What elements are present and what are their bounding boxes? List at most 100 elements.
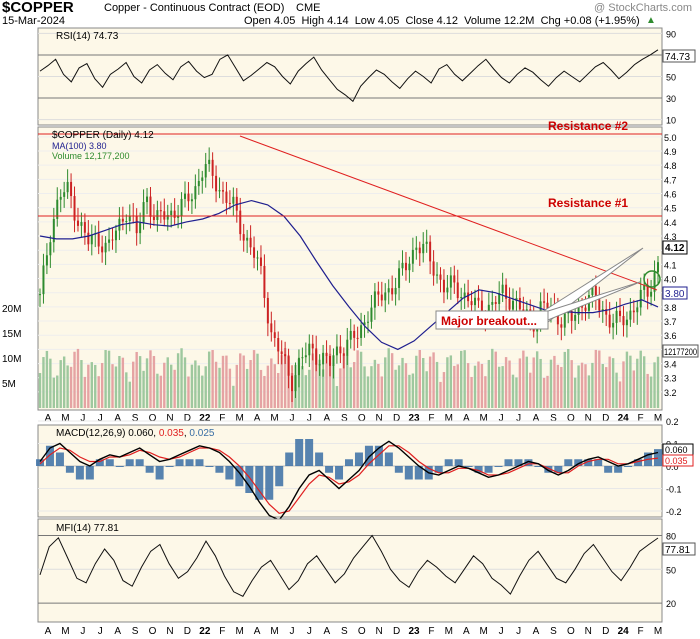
candle-body [643, 284, 646, 290]
resistance-2-label: Resistance #2 [548, 119, 628, 133]
macd-hist-bar [404, 466, 413, 480]
candle-body [615, 310, 618, 323]
volume-bar [432, 352, 435, 408]
macd-hist-bar [384, 452, 393, 466]
volume-bar [218, 367, 221, 408]
macd-legend-sep: , [184, 428, 190, 439]
candle-body [197, 180, 200, 187]
macd-hist-bar [255, 466, 264, 500]
volume-tick-label: 15M [2, 329, 21, 340]
x-axis-label: J [290, 626, 295, 637]
x-axis-label: D [393, 413, 400, 424]
candle-body [342, 353, 345, 356]
volume-bar [201, 375, 204, 408]
candle-body [570, 311, 573, 321]
x-axis-label: O [149, 626, 157, 637]
candle-body [280, 351, 283, 355]
x-axis-label: J [80, 626, 85, 637]
volume-bar [384, 357, 387, 408]
rsi-legend: RSI(14) 74.73 [56, 31, 119, 42]
macd-hist-bar [235, 466, 244, 487]
volume-bar [577, 365, 580, 408]
x-axis-label: 22 [199, 413, 211, 424]
x-axis-label: M [445, 626, 453, 637]
volume-bar [183, 357, 187, 408]
volume-bar [480, 363, 484, 408]
volume-bar [511, 374, 515, 408]
volume-bar [166, 357, 169, 408]
volume-bar [156, 373, 159, 408]
volume-bar [176, 353, 180, 408]
candle-body [315, 348, 318, 365]
candle-body [474, 297, 477, 306]
macd-tick-label: 0.2 [666, 417, 679, 427]
volume-bar [252, 350, 256, 408]
candle-body [70, 181, 73, 197]
volume-bar [387, 348, 390, 408]
macd-hist-bar [634, 459, 643, 466]
price-tick-label: 3.8 [664, 303, 677, 313]
x-axis-label: M [270, 413, 278, 424]
price-tick-label: 4.3 [664, 232, 677, 242]
volume-bar [636, 358, 639, 408]
macd-hist-bar [225, 466, 234, 480]
candle-body [246, 237, 249, 241]
volume-bar [346, 355, 349, 408]
volume-bar [194, 360, 197, 408]
volume-bar [598, 350, 601, 408]
chg-up-marker: ▲ [646, 15, 656, 26]
volume-tick-label: 20M [2, 304, 21, 315]
candle-body [415, 247, 418, 250]
volume-bar [591, 362, 594, 408]
candle-body [42, 265, 45, 295]
candle-body [173, 210, 176, 218]
candle-body [297, 357, 300, 376]
breakout-label: Major breakout... [441, 314, 537, 328]
volume-bar [646, 373, 649, 408]
volume-bar [73, 351, 76, 408]
candle-body [101, 246, 104, 253]
last-price-tag-box [662, 240, 688, 255]
x-axis-label: O [149, 413, 157, 424]
volume-bar [259, 369, 263, 408]
candle-body [657, 262, 659, 273]
volume-bar [439, 381, 442, 408]
candle-body [646, 284, 649, 297]
x-axis-label: M [445, 413, 453, 424]
volume-bar [539, 358, 542, 408]
candle-body [146, 196, 149, 203]
candle-body [650, 291, 653, 297]
mfi-current-tag: 77.81 [665, 545, 690, 556]
volume-bar [529, 372, 532, 408]
rsi-tick-label: 90 [666, 29, 676, 39]
candle-body [511, 300, 514, 310]
volume-bar [121, 357, 125, 408]
rsi-tick-label: 10 [666, 116, 676, 126]
macd-line [39, 440, 659, 521]
candle-body [80, 222, 83, 226]
candle-body [49, 242, 52, 256]
candle-body [187, 193, 190, 202]
x-axis-label: M [236, 413, 244, 424]
x-axis-label: 23 [408, 626, 420, 637]
candle-body [277, 338, 280, 352]
volume-bar [373, 359, 377, 408]
volume-bar [114, 366, 118, 408]
volume-bar [138, 356, 142, 408]
macd-hist-bar [524, 459, 533, 466]
x-axis-label: J [307, 626, 312, 637]
volume-bar [315, 349, 318, 408]
volume-bar [535, 351, 539, 408]
x-axis-label: J [98, 626, 103, 637]
x-axis-label: N [585, 413, 592, 424]
volume-bar [135, 351, 138, 408]
macd-hist-bar [414, 466, 423, 480]
x-axis-label: O [567, 413, 575, 424]
macd-hist-bar [594, 459, 603, 466]
volume-bar [118, 355, 121, 408]
volume-bar [377, 363, 380, 408]
candle-body [235, 196, 238, 211]
candle-body [211, 159, 214, 176]
x-axis-label: A [114, 626, 121, 637]
candle-body [353, 330, 356, 338]
